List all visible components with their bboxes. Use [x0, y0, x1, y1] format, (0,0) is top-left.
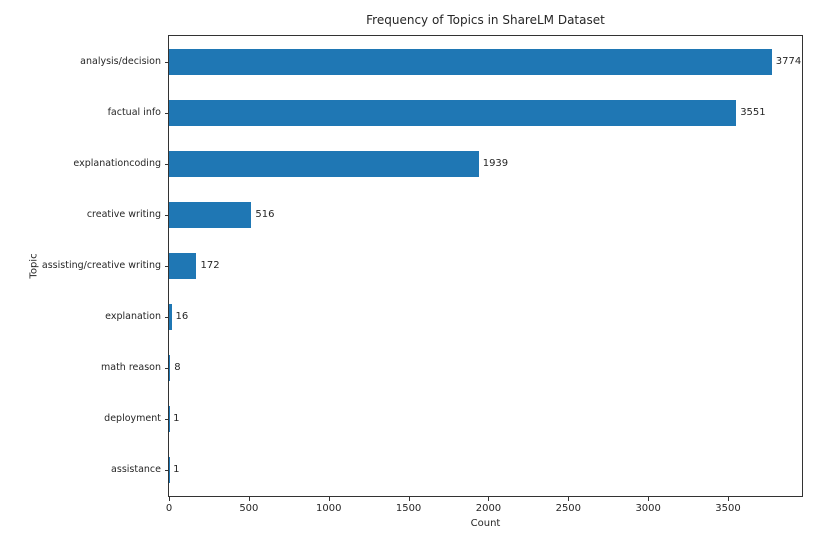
- x-tick-label: 2500: [555, 503, 582, 514]
- x-tick-label: 0: [165, 503, 173, 514]
- y-tick-label: math reason: [101, 362, 161, 374]
- x-tick-mark: [728, 497, 730, 501]
- y-tick-mark: [165, 61, 169, 63]
- y-tick-label: analysis/decision: [80, 55, 161, 67]
- bar-value-label: 16: [175, 311, 189, 323]
- y-tick-mark: [165, 266, 169, 267]
- y-tick-mark: [165, 112, 169, 114]
- bar-value-label: 8: [174, 362, 181, 374]
- bar-value-label: 1939: [482, 157, 509, 169]
- bar: [169, 48, 772, 75]
- x-axis-label: Count: [470, 518, 501, 529]
- y-tick-label: assistance: [111, 464, 161, 476]
- y-tick-label: creative writing: [86, 208, 161, 220]
- bar: [169, 355, 171, 382]
- x-tick-mark: [648, 497, 650, 501]
- x-tick-mark: [408, 497, 410, 501]
- bar-value-label: 516: [255, 208, 275, 220]
- bar-value-label: 3551: [740, 106, 766, 118]
- bar: [169, 99, 737, 126]
- x-tick-label: 1000: [315, 503, 342, 514]
- bar: [169, 201, 252, 228]
- y-tick-label: explanationcoding: [73, 157, 161, 169]
- x-tick-mark: [328, 497, 330, 501]
- y-tick-mark: [165, 470, 169, 472]
- bar-value-label: 172: [200, 260, 220, 271]
- x-tick-mark: [568, 497, 570, 501]
- x-tick-label: 1500: [395, 503, 422, 514]
- y-tick-label: assisting/creative writing: [41, 260, 161, 271]
- x-tick-mark: [488, 497, 490, 501]
- x-tick-label: 500: [239, 503, 259, 514]
- bar-value-label: 1: [173, 464, 180, 476]
- y-tick-label: factual info: [107, 106, 161, 118]
- bar-value-label: 3774: [775, 55, 802, 67]
- bar: [169, 253, 197, 279]
- x-tick-label: 3500: [715, 503, 741, 514]
- y-tick-mark: [165, 419, 169, 421]
- y-tick-mark: [165, 368, 169, 370]
- y-tick-label: explanation: [105, 311, 161, 323]
- bar: [169, 304, 172, 331]
- x-tick-mark: [169, 497, 170, 501]
- y-tick-label: deployment: [104, 413, 161, 425]
- y-tick-mark: [165, 317, 169, 319]
- chart-title: Frequency of Topics in ShareLM Dataset: [366, 13, 605, 27]
- bar: [169, 150, 479, 177]
- x-tick-label: 3000: [635, 503, 661, 514]
- y-tick-mark: [165, 214, 169, 216]
- y-tick-mark: [165, 163, 169, 165]
- x-tick-mark: [248, 497, 250, 501]
- bar-value-label: 1: [173, 413, 180, 425]
- x-tick-label: 2000: [475, 503, 502, 514]
